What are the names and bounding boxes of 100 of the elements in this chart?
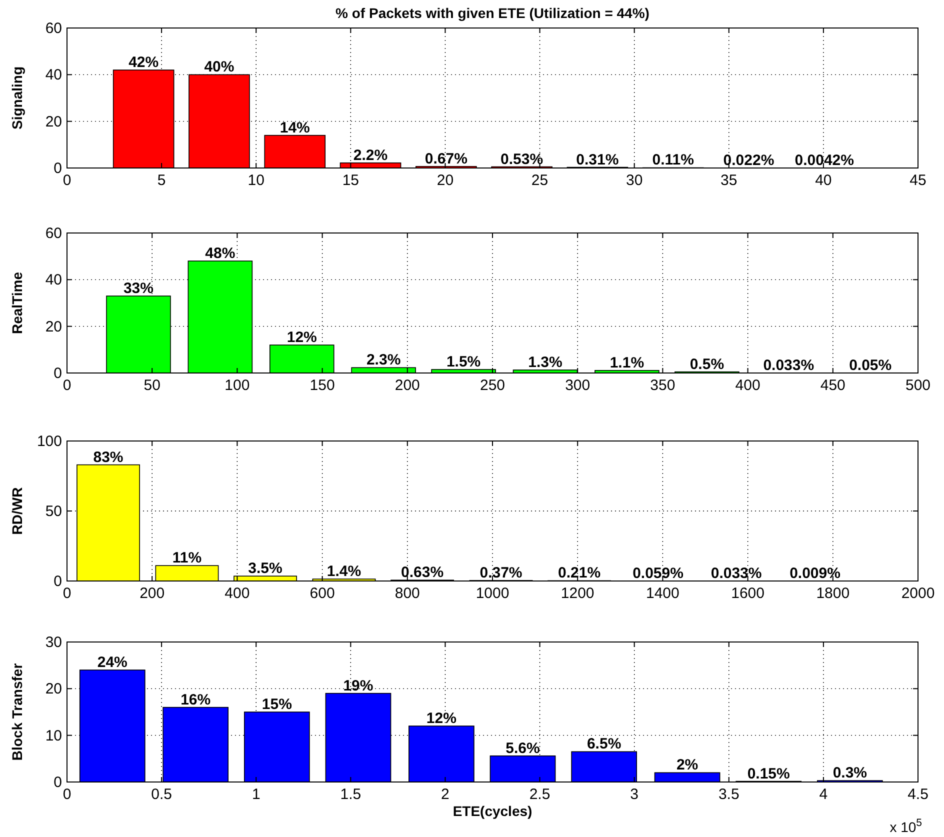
data-label: 48% <box>205 245 236 262</box>
y-axis-title: RD/WR <box>9 487 25 535</box>
data-label: 1.3% <box>528 354 562 371</box>
data-label: 0.022% <box>723 152 774 169</box>
y-tick-label: 0 <box>54 365 62 382</box>
x-tick-label: 30 <box>626 172 643 189</box>
data-label: 40% <box>204 58 234 76</box>
data-label: 0.15% <box>747 765 790 782</box>
x-tick-label: 25 <box>531 172 548 189</box>
x-tick-label: 2 <box>441 786 450 803</box>
x-tick-label: 200 <box>394 377 420 394</box>
y-tick-label: 50 <box>45 503 62 520</box>
y-tick-label: 20 <box>45 113 62 130</box>
x-tick-label: 1600 <box>731 585 764 602</box>
data-label: 11% <box>172 550 202 567</box>
x-tick-label: 150 <box>310 377 335 394</box>
text: x 10$^{5}$ <box>890 817 922 835</box>
y-tick-label: 40 <box>45 272 62 289</box>
data-label: 6.5% <box>586 736 622 753</box>
x-tick-label: 2.5 <box>529 786 550 803</box>
data-label: 24% <box>97 654 128 671</box>
x-tick-label: 2000 <box>901 585 935 602</box>
data-label: 0.05% <box>849 356 892 374</box>
data-label: 0.67% <box>424 150 468 168</box>
data-label: 0.31% <box>576 151 619 168</box>
x-tick-label: 200 <box>140 585 165 602</box>
y-axis-title: Block Transfer <box>9 662 25 761</box>
y-tick-label: 40 <box>45 66 62 84</box>
data-label: 16% <box>180 691 211 708</box>
x-tick-label: 10 <box>248 172 264 189</box>
y-tick-label: 100 <box>36 433 62 450</box>
y-axis-title: RealTime <box>9 272 25 334</box>
data-label: 0.63% <box>401 564 444 582</box>
x-tick-label: 350 <box>650 377 676 394</box>
x-tick-label: 20 <box>436 172 454 189</box>
x-tick-label: 40 <box>815 172 832 189</box>
x-tick-label: 1800 <box>816 585 850 602</box>
data-label: 0.53% <box>500 150 544 168</box>
data-label: 12% <box>286 329 317 346</box>
x-tick-label: 35 <box>720 172 738 189</box>
chart-title: % of Packets with given ETE (Utilization = 44%) <box>336 5 650 21</box>
data-label: 19% <box>343 677 374 694</box>
data-label: 0.3% <box>832 764 868 782</box>
data-label: 5.6% <box>506 740 540 757</box>
x-tick-label: 0.5 <box>151 786 172 803</box>
x-tick-label: 100 <box>224 377 250 394</box>
data-label: 33% <box>123 280 154 297</box>
x-tick-label: 300 <box>565 377 590 394</box>
y-tick-label: 60 <box>45 20 62 37</box>
data-label: 15% <box>262 696 292 713</box>
x-tick-label: 1000 <box>476 585 510 602</box>
data-label: 0.059% <box>632 564 684 582</box>
data-label: 14% <box>280 119 310 136</box>
y-tick-label: 10 <box>45 727 62 744</box>
x-tick-label: 400 <box>735 377 760 394</box>
x-tick-label: 45 <box>910 172 926 189</box>
data-label: 0.5% <box>690 356 724 373</box>
data-label: 83% <box>93 448 124 466</box>
data-label: 0.21% <box>558 564 601 582</box>
y-tick-label: 30 <box>45 634 62 651</box>
y-tick-label: 0 <box>54 573 62 590</box>
data-label: 2.3% <box>366 352 401 369</box>
data-label: 0.009% <box>790 564 840 582</box>
y-tick-label: 60 <box>45 225 62 242</box>
data-label: 0.033% <box>710 564 762 582</box>
x-tick-label: 1400 <box>646 585 680 602</box>
data-label: 1.5% <box>446 354 481 370</box>
x-tick-label: 15 <box>342 172 360 189</box>
y-tick-label: 0 <box>54 774 62 791</box>
data-label: 0.37% <box>480 564 522 582</box>
y-tick-label: 20 <box>45 680 62 698</box>
x-tick-label: 1 <box>252 786 260 803</box>
y-axis-title: Signaling <box>9 66 25 130</box>
data-label: 12% <box>426 710 456 727</box>
x-tick-label: 400 <box>224 585 250 602</box>
x-tick-label: 4.5 <box>908 786 928 803</box>
y-tick-label: 0 <box>54 160 62 177</box>
data-label: 42% <box>128 54 159 71</box>
data-label: 3.5% <box>248 560 282 578</box>
data-label: 0.11% <box>652 152 694 169</box>
data-label: 1.1% <box>610 354 644 372</box>
x-tick-label: 800 <box>394 585 420 602</box>
x-tick-label: 450 <box>820 377 846 394</box>
x-tick-label: 600 <box>310 585 335 602</box>
x-tick-label: 3 <box>630 786 639 803</box>
x-tick-label: 4 <box>819 786 828 803</box>
x-tick-label: 5 <box>157 172 166 189</box>
x-tick-label: 1200 <box>560 585 594 602</box>
x-tick-label: 3.5 <box>718 786 740 803</box>
x-tick-label: 50 <box>144 377 160 394</box>
data-label: 0.0042% <box>794 152 854 169</box>
x-tick-label: 500 <box>905 377 931 394</box>
x-tick-label: 1.5 <box>340 786 362 803</box>
data-label: 1.4% <box>326 563 362 580</box>
data-label: 2% <box>676 756 698 774</box>
x-tick-label: 250 <box>480 377 506 394</box>
y-tick-label: 20 <box>45 318 62 336</box>
data-label: 2.2% <box>353 146 388 164</box>
data-label: 0.033% <box>763 356 814 374</box>
x-axis-title: ETE(cycles) <box>452 803 532 819</box>
